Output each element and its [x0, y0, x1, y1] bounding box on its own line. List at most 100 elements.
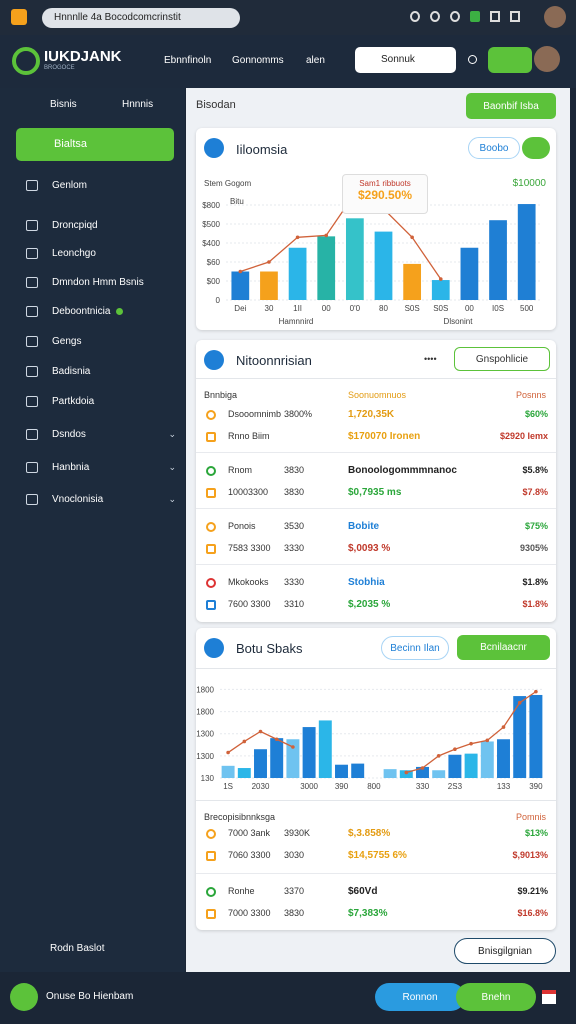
button[interactable]: Gnspohlicie: [454, 347, 550, 371]
line-point: [404, 770, 409, 775]
icon: [26, 462, 38, 473]
button[interactable]: [522, 137, 550, 159]
icon: [26, 336, 38, 347]
row-icon: [206, 488, 216, 498]
y-label: Stem Gogom: [204, 179, 251, 188]
sidebar-tab[interactable]: Hnnnis: [122, 99, 154, 110]
icon: [26, 248, 38, 259]
table-cell: $0,7935 ms: [348, 487, 402, 498]
line-point: [485, 738, 490, 743]
bar: [351, 763, 365, 778]
bar: [221, 765, 235, 778]
app-icon: [11, 9, 27, 25]
tooltip: Sam1 ribbuots $290.50%: [342, 174, 428, 214]
button[interactable]: Bnisgilgnian: [454, 938, 556, 964]
x-tick-label: 00: [465, 304, 474, 313]
line-point: [534, 689, 538, 694]
icon: [26, 396, 38, 407]
sidebar-item[interactable]: Leonchgo: [26, 248, 176, 259]
bar: [288, 247, 307, 300]
line-point: [501, 725, 506, 729]
table-header: Brecopisibnnksga: [204, 812, 276, 822]
nav-link[interactable]: Ebnnfinoln: [164, 55, 212, 66]
chart: 130 1300 1300 1800 1800 1S 2030 3000 390 800 330 2S…: [196, 685, 544, 791]
avatar[interactable]: [534, 46, 560, 72]
bar: [286, 739, 300, 778]
table-cell: $7,383%: [348, 908, 388, 919]
search[interactable]: Sonnuk: [355, 47, 456, 73]
icon[interactable]: [468, 55, 477, 64]
breadcrumb: Bisodan: [196, 99, 236, 111]
nav-link[interactable]: Gonnomms: [232, 55, 284, 66]
bar: [260, 271, 278, 300]
avatar[interactable]: [544, 6, 566, 28]
bar: [317, 236, 336, 300]
y-tick-label: $60: [207, 258, 221, 267]
button[interactable]: Bcnilaacnr: [457, 635, 550, 660]
menu-dots[interactable]: ••••: [424, 354, 437, 364]
x-tick-label: 133: [497, 782, 511, 791]
table-cell: Rnno Biim: [228, 431, 270, 441]
icon[interactable]: [542, 990, 556, 1004]
table-cell: 3370: [284, 886, 305, 896]
sidebar-item[interactable]: Dsndos ⌄: [26, 429, 176, 440]
table-cell: Bonoologommmnanoc: [348, 465, 457, 476]
button[interactable]: Ronnon: [375, 983, 465, 1011]
chevron: ⌄: [168, 429, 176, 439]
chart-panel: Botu Sbaks Becinn Ilan Bcnilaacnr 130 130…: [196, 628, 556, 930]
divider: [196, 668, 556, 669]
url-bar[interactable]: Hnnnlle 4a Bocodcomcrinstit: [42, 8, 240, 28]
sidebar-item[interactable]: Droncpiqd: [26, 220, 176, 231]
logo-sub: BROGOCE: [44, 65, 75, 71]
x-title: Dlsonint: [444, 317, 474, 326]
row-icon: [206, 600, 216, 610]
sidebar-item[interactable]: Partkdoia: [26, 396, 176, 407]
line-point: [291, 745, 295, 749]
bar: [480, 741, 494, 778]
table-cell: Rnom: [228, 465, 253, 475]
action-button[interactable]: Baonbif Isba: [466, 93, 556, 119]
line-point: [436, 754, 441, 758]
icon: [26, 277, 38, 288]
icon: [204, 638, 224, 658]
button[interactable]: Bnehn: [456, 983, 536, 1011]
table-cell: 7000 3ank: [228, 828, 271, 838]
profile-button[interactable]: [488, 47, 532, 73]
panel-title: Nitoonnrisian: [236, 353, 312, 368]
line-point: [295, 235, 300, 240]
tooltip-title: Sam1 ribbuots: [359, 179, 411, 188]
sidebar-tab[interactable]: Bisnis: [50, 99, 77, 110]
divider: [196, 800, 556, 801]
bar: [416, 766, 429, 778]
button[interactable]: Boobo: [468, 137, 520, 159]
sidebar-item[interactable]: Dmndon Hmm Bsnis: [26, 277, 176, 288]
status-bar: Hnnnlle 4a Bocodcomcrinstit: [0, 0, 576, 35]
button[interactable]: Becinn Ilan: [381, 636, 449, 660]
row-icon: [206, 466, 216, 476]
sidebar-item[interactable]: Badisnia: [26, 366, 176, 377]
label: Leonchgo: [52, 248, 96, 259]
table-header: Posnns: [516, 390, 547, 400]
divider: [196, 873, 556, 874]
nav-link[interactable]: alen: [306, 55, 325, 66]
sidebar-item[interactable]: Genlom: [26, 180, 176, 191]
bar: [318, 720, 332, 778]
icon: [26, 429, 38, 440]
table-header: Pomnis: [516, 812, 547, 822]
sidebar-item[interactable]: Deboontnicia: [26, 306, 176, 317]
sidebar-item[interactable]: Hanbnia ⌄: [26, 462, 176, 473]
total: $10000: [513, 178, 547, 189]
table-cell: 9305%: [519, 543, 548, 553]
sidebar-item[interactable]: Gengs: [26, 336, 176, 347]
sidebar-footer[interactable]: Rodn Baslot: [50, 943, 105, 954]
row-icon: [206, 851, 216, 861]
label: Vnoclonisia: [52, 494, 104, 505]
label: Dsndos: [52, 429, 86, 440]
sidebar-item[interactable]: Vnoclonisia ⌄: [26, 494, 176, 505]
table-cell: 3330: [284, 543, 305, 553]
label: Hanbnia: [52, 462, 90, 473]
y-tick-label: 0: [216, 296, 221, 305]
table-cell: $,2035 %: [348, 599, 391, 610]
icon: [26, 306, 38, 317]
active-item[interactable]: Bialtsa: [16, 128, 174, 161]
